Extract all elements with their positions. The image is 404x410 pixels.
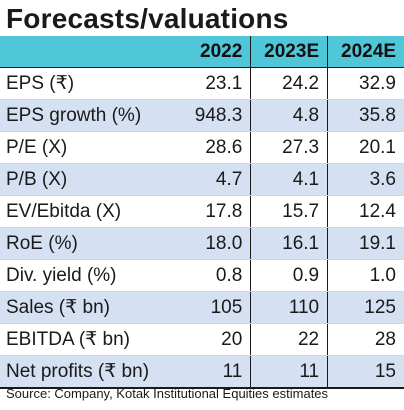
cell-value: 4.8 (250, 99, 329, 132)
table-row: EV/Ebitda (X) 17.8 15.7 12.4 (0, 195, 404, 228)
table-row: P/E (X) 28.6 27.3 20.1 (0, 131, 404, 164)
table-row: Div. yield (%) 0.8 0.9 1.0 (0, 259, 404, 292)
cell-value: 28.6 (172, 131, 252, 164)
page-title: Forecasts/valuations (6, 3, 289, 34)
cell-value: 27.3 (250, 131, 329, 164)
row-label: EBITDA (₹ bn) (0, 323, 173, 356)
table-row: Sales (₹ bn) 105 110 125 (0, 291, 404, 324)
table-row: EPS growth (%) 948.3 4.8 35.8 (0, 99, 404, 132)
cell-value: 28 (327, 323, 404, 356)
cell-value: 15 (327, 355, 404, 389)
cell-value: 948.3 (172, 99, 252, 132)
cell-value: 3.6 (327, 163, 404, 196)
cell-value: 4.7 (172, 163, 252, 196)
cell-value: 18.0 (172, 227, 252, 260)
table-header-row: 2022 2023E 2024E (0, 36, 404, 68)
cell-value: 32.9 (327, 67, 404, 100)
source-note: Source: Company, Kotak Institutional Equ… (6, 386, 329, 401)
cell-value: 35.8 (327, 99, 404, 132)
cell-value: 20.1 (327, 131, 404, 164)
cell-value: 125 (327, 291, 404, 324)
forecast-table: 2022 2023E 2024E EPS (₹) 23.1 24.2 32.9 … (0, 36, 404, 389)
table-row: Net profits (₹ bn) 11 11 15 (0, 355, 404, 389)
row-label: EV/Ebitda (X) (0, 195, 173, 228)
cell-value: 0.9 (250, 259, 329, 292)
header-empty-cell (0, 36, 173, 68)
row-label: Net profits (₹ bn) (0, 355, 173, 389)
row-label: RoE (%) (0, 227, 173, 260)
table-row: RoE (%) 18.0 16.1 19.1 (0, 227, 404, 260)
cell-value: 16.1 (250, 227, 329, 260)
cell-value: 15.7 (250, 195, 329, 228)
row-label: P/E (X) (0, 131, 173, 164)
cell-value: 22 (250, 323, 329, 356)
column-header-2022: 2022 (172, 36, 252, 68)
cell-value: 0.8 (172, 259, 252, 292)
table-row: EPS (₹) 23.1 24.2 32.9 (0, 67, 404, 100)
cell-value: 12.4 (327, 195, 404, 228)
table-row: P/B (X) 4.7 4.1 3.6 (0, 163, 404, 196)
cell-value: 11 (250, 355, 329, 389)
cell-value: 1.0 (327, 259, 404, 292)
cell-value: 105 (172, 291, 252, 324)
cell-value: 19.1 (327, 227, 404, 260)
cell-value: 4.1 (250, 163, 329, 196)
cell-value: 17.8 (172, 195, 252, 228)
column-header-2023e: 2023E (250, 36, 329, 68)
row-label: EPS growth (%) (0, 99, 173, 132)
column-header-2024e: 2024E (327, 36, 404, 68)
cell-value: 11 (172, 355, 252, 389)
cell-value: 20 (172, 323, 252, 356)
cell-value: 23.1 (172, 67, 252, 100)
cell-value: 110 (250, 291, 329, 324)
row-label: Sales (₹ bn) (0, 291, 173, 324)
row-label: EPS (₹) (0, 67, 173, 100)
cell-value: 24.2 (250, 67, 329, 100)
row-label: P/B (X) (0, 163, 173, 196)
row-label: Div. yield (%) (0, 259, 173, 292)
table-row: EBITDA (₹ bn) 20 22 28 (0, 323, 404, 356)
